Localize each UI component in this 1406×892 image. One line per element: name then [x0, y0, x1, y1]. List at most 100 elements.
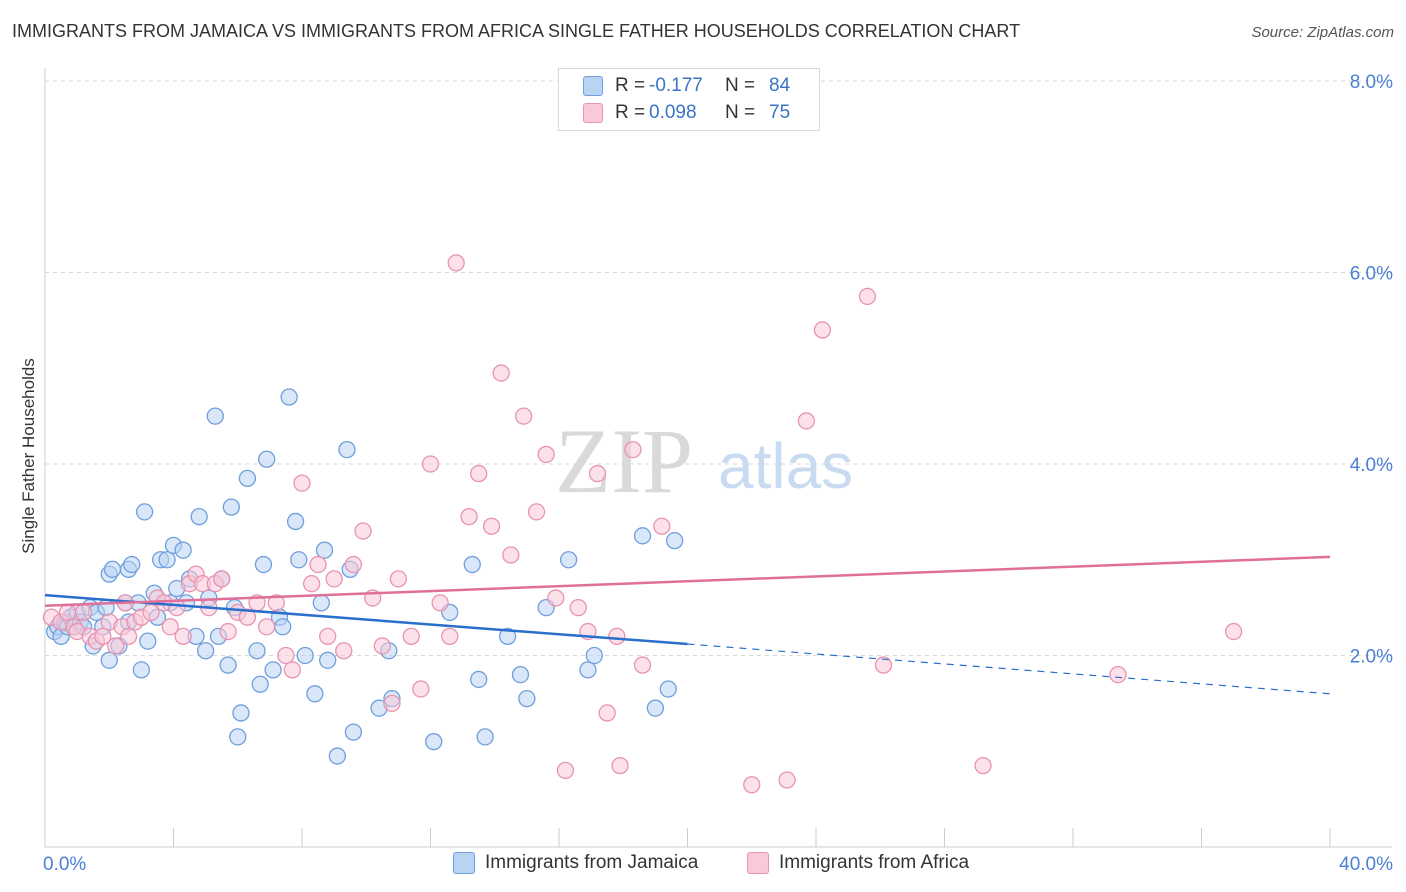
data-point — [232, 704, 250, 722]
data-point — [103, 560, 122, 578]
data-point — [135, 503, 154, 521]
legend-label-jamaica: Immigrants from Jamaica — [485, 852, 699, 873]
data-point — [229, 728, 247, 746]
n-label: N = — [725, 102, 756, 123]
gridlines — [45, 80, 1392, 656]
data-point — [1109, 666, 1127, 684]
data-point — [527, 503, 546, 521]
data-point — [312, 594, 330, 612]
data-point — [258, 450, 276, 468]
data-point — [248, 642, 266, 660]
data-point — [277, 646, 295, 665]
legend-row-africa: R = 0.098 N = 75 — [583, 100, 790, 126]
chart-title: IMMIGRANTS FROM JAMAICA VS IMMIGRANTS FR… — [12, 21, 1021, 41]
r-value: -0.177 — [649, 75, 703, 96]
data-point — [264, 661, 282, 679]
data-point — [119, 627, 138, 645]
data-point — [219, 622, 237, 641]
trend-line-africa — [44, 555, 1331, 607]
data-point — [254, 555, 273, 574]
axes — [44, 68, 1392, 848]
trend-line-jamaica-extrapolated — [687, 643, 1331, 695]
data-point — [74, 603, 93, 622]
data-point — [344, 723, 363, 741]
data-point — [274, 618, 292, 636]
data-point — [588, 464, 607, 483]
trend-line-jamaica — [44, 593, 688, 646]
data-point — [498, 627, 517, 645]
data-point — [974, 756, 992, 775]
data-point — [123, 555, 141, 574]
data-point — [412, 680, 430, 698]
data-point — [373, 637, 391, 655]
y-tick-label: 8.0% — [1350, 72, 1393, 93]
data-point — [624, 440, 642, 459]
data-point — [335, 642, 353, 660]
n-value: 84 — [769, 75, 791, 96]
r-label: R = — [615, 75, 646, 96]
data-point — [633, 527, 652, 545]
r-value: 0.098 — [649, 102, 697, 123]
data-point — [100, 651, 118, 669]
data-point — [492, 364, 510, 382]
x-tick-label: 0.0% — [43, 854, 86, 875]
data-point — [559, 551, 578, 569]
data-point — [511, 666, 530, 684]
data-point — [778, 771, 796, 789]
data-point — [518, 689, 536, 708]
africa-legend-swatch — [747, 852, 769, 874]
data-point — [58, 603, 77, 622]
data-point — [470, 464, 488, 483]
data-point — [743, 776, 761, 794]
africa-swatch — [583, 103, 603, 123]
legend-item-africa: Immigrants from Africa — [747, 852, 969, 874]
data-point — [296, 646, 314, 665]
data-point — [608, 627, 626, 645]
watermark-atlas: atlas — [718, 430, 853, 502]
y-tick-label: 6.0% — [1350, 264, 1393, 285]
data-point — [206, 407, 224, 425]
data-point — [1224, 622, 1243, 641]
data-point — [547, 589, 565, 607]
data-point — [238, 608, 257, 626]
data-point — [421, 455, 440, 473]
data-point — [659, 680, 677, 698]
data-point — [598, 704, 616, 722]
data-point — [556, 761, 575, 780]
data-point — [158, 551, 176, 569]
data-point — [280, 388, 298, 406]
data-point — [315, 541, 334, 559]
data-point — [537, 445, 555, 464]
data-point — [213, 570, 231, 588]
source-label: Source: ZipAtlas.com — [1251, 24, 1394, 41]
data-point — [633, 656, 652, 674]
data-point — [354, 522, 372, 540]
correlation-legend: R = -0.177 N = 84 R = 0.098 N = 75 — [558, 68, 820, 131]
data-point — [174, 541, 192, 559]
data-point — [383, 694, 401, 713]
data-point — [502, 546, 520, 564]
data-point — [585, 646, 603, 665]
data-point — [219, 656, 237, 674]
data-point — [344, 555, 363, 574]
legend-label-africa: Immigrants from Africa — [779, 852, 970, 873]
data-point — [813, 321, 832, 339]
data-point — [515, 407, 533, 425]
data-point — [389, 570, 408, 588]
data-point — [402, 627, 420, 645]
data-point — [267, 594, 285, 612]
data-point — [290, 551, 308, 569]
data-point — [286, 512, 305, 531]
data-point — [222, 498, 240, 516]
x-tick-labels: 0.0% 40.0% — [43, 854, 1393, 875]
data-point — [190, 508, 208, 526]
data-point — [447, 254, 465, 272]
watermark: ZIP atlas — [555, 410, 853, 512]
data-point — [107, 637, 125, 655]
data-point — [293, 474, 311, 492]
data-point — [646, 699, 665, 717]
data-point — [476, 728, 494, 746]
n-value: 75 — [769, 102, 791, 123]
legend-item-jamaica: Immigrants from Jamaica — [453, 852, 698, 874]
